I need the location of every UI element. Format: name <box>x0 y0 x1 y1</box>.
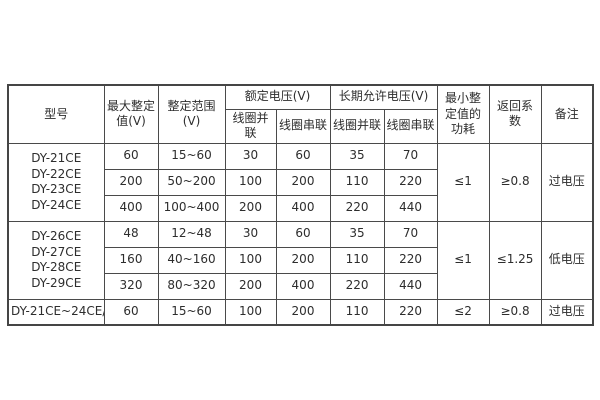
cell-remark: 低电压 <box>540 220 594 300</box>
cell-long-parallel: 35 <box>329 142 385 170</box>
cell-max-setting: 60 <box>103 142 159 170</box>
model-group-cell: DY-26CE DY-27CE DY-28CE DY-29CE <box>7 220 105 300</box>
cell-long-parallel: 110 <box>329 246 385 274</box>
cell-long-parallel: 220 <box>329 194 385 222</box>
cell-min-power: ≤1 <box>436 220 490 300</box>
cell-return-coeff: ≤1.25 <box>488 220 542 300</box>
spec-table: 型号 最大整定值(V) 整定范围(V) 额定电压(V) 长期允许电压(V) 最小… <box>7 84 595 327</box>
cell-setting-range: 15~60 <box>157 142 226 170</box>
header-long-term-voltage: 长期允许电压(V) <box>329 84 438 110</box>
table-row: DY-21CE DY-22CE DY-23CE DY-24CE 60 15~60… <box>7 142 594 222</box>
cell-min-power: ≤2 <box>436 298 490 326</box>
cell-setting-range: 50~200 <box>157 168 226 196</box>
header-coil-series-rated: 线圈串联 <box>275 108 331 144</box>
header-setting-range: 整定范围(V) <box>157 84 226 144</box>
cell-rated-parallel: 100 <box>224 168 277 196</box>
table-row: 160 40~160 100 200 110 220 <box>8 246 593 274</box>
header-row-1: 型号 最大整定值(V) 整定范围(V) 额定电压(V) 长期允许电压(V) 最小… <box>7 84 594 144</box>
cell-rated-series: 200 <box>275 168 331 196</box>
cell-max-setting: 200 <box>103 168 159 196</box>
table-row: 320 80~320 200 400 220 440 <box>8 272 593 300</box>
header-rated-voltage: 额定电压(V) <box>224 84 331 110</box>
cell-long-series: 70 <box>383 142 438 170</box>
header-coil-parallel-rated: 线圈并联 <box>224 108 277 144</box>
cell-setting-range: 40~160 <box>157 246 226 274</box>
cell-rated-parallel: 100 <box>224 246 277 274</box>
cell-rated-series: 400 <box>275 272 331 300</box>
table-row: DY-21CE~24CE/C 60 15~60 100 200 110 220 … <box>7 298 594 326</box>
cell-rated-series: 400 <box>275 194 331 222</box>
cell-long-series: 220 <box>383 298 438 326</box>
cell-rated-parallel: 30 <box>224 142 277 170</box>
cell-rated-parallel: 200 <box>224 194 277 222</box>
cell-long-series: 220 <box>383 168 438 196</box>
header-model: 型号 <box>7 84 105 144</box>
cell-setting-range: 100~400 <box>157 194 226 222</box>
cell-max-setting: 160 <box>103 246 159 274</box>
cell-long-parallel: 220 <box>329 272 385 300</box>
cell-long-parallel: 35 <box>329 220 385 248</box>
cell-rated-series: 60 <box>275 220 331 248</box>
header-remark: 备注 <box>540 84 594 144</box>
cell-max-setting: 400 <box>103 194 159 222</box>
cell-max-setting: 60 <box>103 298 159 326</box>
spec-table-container: 型号 最大整定值(V) 整定范围(V) 额定电压(V) 长期允许电压(V) 最小… <box>7 84 595 327</box>
cell-long-parallel: 110 <box>329 298 385 326</box>
cell-long-series: 440 <box>383 272 438 300</box>
cell-rated-series: 200 <box>275 298 331 326</box>
cell-rated-parallel: 30 <box>224 220 277 248</box>
cell-setting-range: 80~320 <box>157 272 226 300</box>
cell-rated-parallel: 100 <box>224 298 277 326</box>
cell-setting-range: 12~48 <box>157 220 226 248</box>
header-coil-parallel-long: 线圈并联 <box>329 108 385 144</box>
cell-return-coeff: ≥0.8 <box>488 142 542 222</box>
cell-rated-series: 200 <box>275 246 331 274</box>
cell-return-coeff: ≥0.8 <box>488 298 542 326</box>
header-row-2: 线圈并联 线圈串联 线圈并联 线圈串联 <box>8 108 593 144</box>
cell-long-series: 220 <box>383 246 438 274</box>
cell-remark: 过电压 <box>540 142 594 222</box>
cell-long-parallel: 110 <box>329 168 385 196</box>
header-return-coeff: 返回系数 <box>488 84 542 144</box>
table-row: DY-26CE DY-27CE DY-28CE DY-29CE 48 12~48… <box>7 220 594 300</box>
cell-remark: 过电压 <box>540 298 594 326</box>
cell-max-setting: 48 <box>103 220 159 248</box>
cell-long-series: 70 <box>383 220 438 248</box>
cell-max-setting: 320 <box>103 272 159 300</box>
header-max-setting: 最大整定值(V) <box>103 84 159 144</box>
cell-setting-range: 15~60 <box>157 298 226 326</box>
model-group-cell: DY-21CE DY-22CE DY-23CE DY-24CE <box>7 142 105 222</box>
cell-rated-series: 60 <box>275 142 331 170</box>
cell-rated-parallel: 200 <box>224 272 277 300</box>
cell-min-power: ≤1 <box>436 142 490 222</box>
cell-long-series: 440 <box>383 194 438 222</box>
header-min-power: 最小整定值的功耗 <box>436 84 490 144</box>
header-coil-series-long: 线圈串联 <box>383 108 438 144</box>
model-group-cell: DY-21CE~24CE/C <box>7 298 105 326</box>
